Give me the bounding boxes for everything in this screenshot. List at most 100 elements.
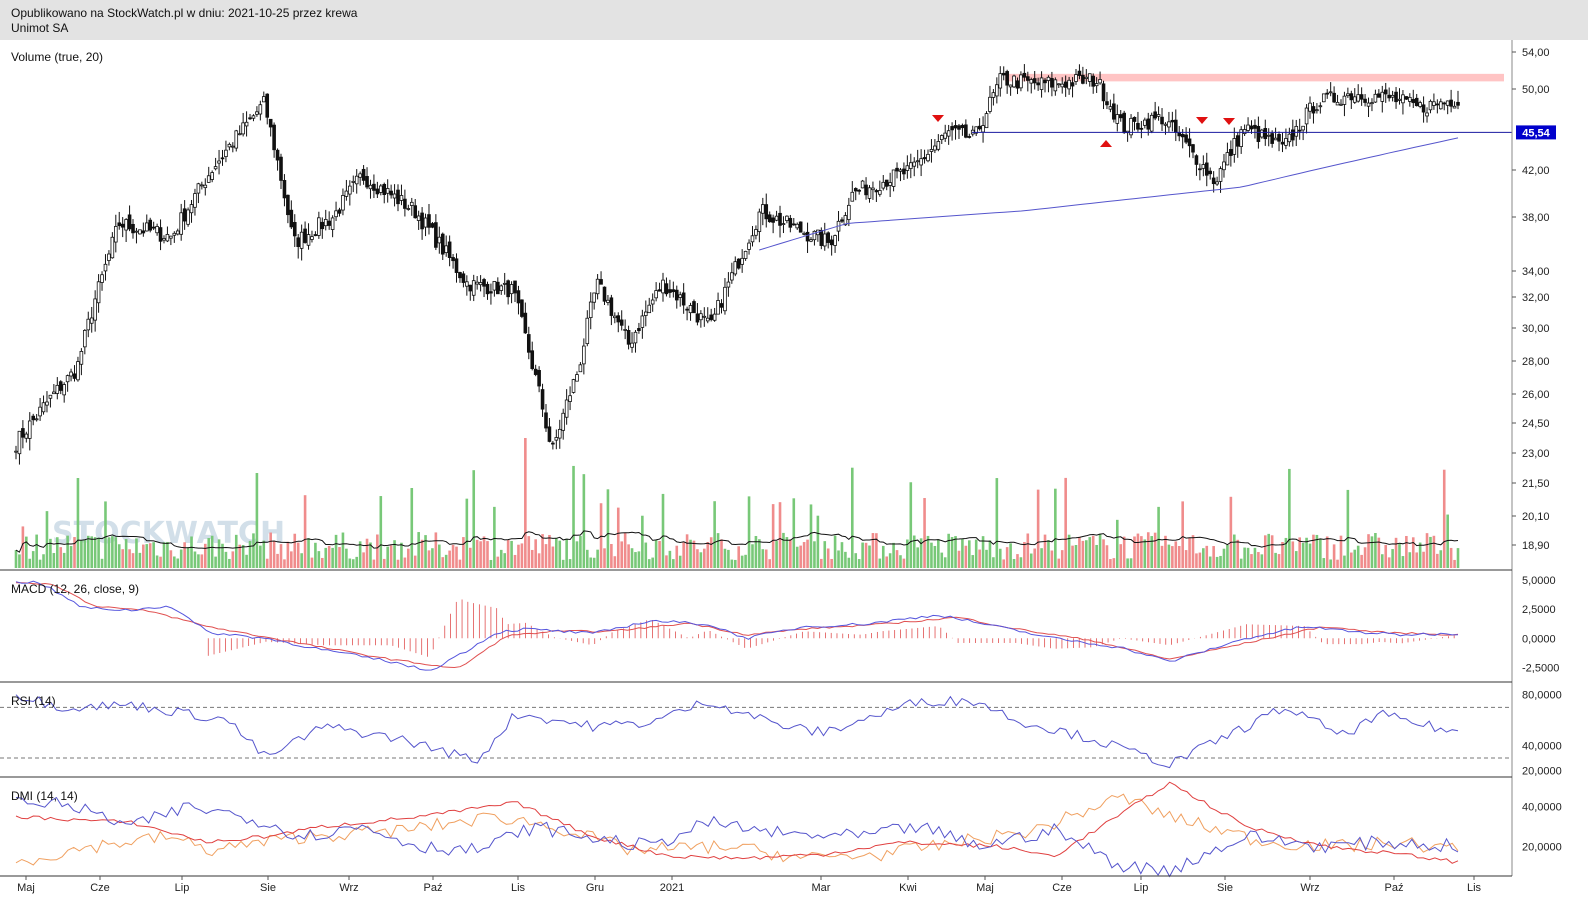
candle-body [310,236,314,240]
volume-bar [644,542,648,568]
volume-bar [203,543,207,568]
volume-bar [338,547,341,568]
candle-body [1297,129,1302,132]
x-tick-label: Maj [976,882,994,894]
candle-body [774,215,779,221]
candle-body [17,430,22,455]
volume-bar [1343,555,1346,568]
candle-body [1339,103,1343,106]
candle-body [34,418,39,421]
volume-bar [331,547,334,568]
candle-body [699,313,703,321]
candle-body [1342,95,1347,105]
resistance-zone [1005,73,1504,82]
candle-body [220,157,225,160]
volume-bar [1143,539,1147,568]
volume-bar [152,542,155,568]
volume-bar [634,552,637,568]
volume-bar [1016,554,1019,568]
volume-bar [1449,547,1453,568]
volume-bar [782,532,785,568]
candle-body [1070,82,1075,87]
candle-body [1081,74,1085,84]
volume-bar [1140,536,1143,568]
candle-body [117,222,122,227]
volume-bar [888,553,892,568]
candle-body [365,176,369,188]
volume-bar [42,554,45,568]
volume-bar [148,543,152,568]
volume-bar [1263,535,1267,568]
candle-body [1032,78,1037,84]
candle-body [169,235,173,239]
candle-body [1291,129,1295,141]
volume-bar [38,559,42,568]
candle-body [206,175,211,183]
candle-body [313,234,318,237]
candle-body [809,239,813,242]
candle-body [551,442,555,445]
volume-bar [868,545,871,568]
volume-bar [1157,506,1160,568]
volume-bar [389,545,393,568]
volume-bar [324,547,328,568]
candle-body [1304,107,1309,125]
volume-bar [668,550,672,568]
volume-bar [685,534,689,568]
volume-bar [1298,537,1301,568]
volume-bar [709,537,713,568]
volume-bar [468,547,472,568]
candle-body [1363,98,1367,103]
candle-body [943,132,948,139]
candle-body [1143,119,1147,126]
candle-body [630,342,634,348]
volume-bar [689,539,692,568]
volume-bar [654,539,658,568]
price-tick-label: 24,50 [1522,418,1550,430]
candle-body [905,165,910,171]
candle-body [1060,83,1065,88]
volume-bar [62,552,66,568]
volume-bar [1315,534,1319,568]
candle-body [506,280,510,298]
candle-body [922,157,927,160]
volume-bar [269,532,272,568]
volume-bar [210,535,214,568]
volume-bar [455,546,458,568]
candle-body [1029,79,1034,84]
volume-bar [472,470,476,568]
volume-bar [448,550,451,568]
volume-bar [493,506,496,568]
candle-body [1163,123,1168,126]
candle-body [1204,162,1209,176]
candle-body [668,289,672,293]
candle-body [592,292,596,303]
volume-bar [768,559,771,568]
volume-bar [572,465,575,568]
candle-body [158,227,163,242]
sell-marker [1223,118,1235,125]
volume-bar [35,534,38,568]
price-tick-label: 18,90 [1522,540,1550,552]
candle-body [1170,119,1175,123]
candle-body [1242,129,1247,135]
candle-body [306,234,311,246]
volume-bar [379,496,383,568]
volume-bar [410,488,414,568]
candle-body [874,190,879,193]
volume-bar [764,549,768,568]
volume-bar [937,539,940,568]
candle-body [761,204,765,214]
candle-body [647,304,652,314]
candle-body [348,185,352,195]
x-tick-label: Maj [17,882,35,894]
volume-bar [527,536,531,568]
volume-bar [813,541,816,568]
volume-bar [661,493,665,568]
candle-body [1118,114,1123,119]
candle-body [1270,133,1274,144]
candle-body [413,205,418,219]
candle-body [991,92,996,98]
candle-body [1149,114,1154,132]
dmi-minus-line [15,781,1459,864]
